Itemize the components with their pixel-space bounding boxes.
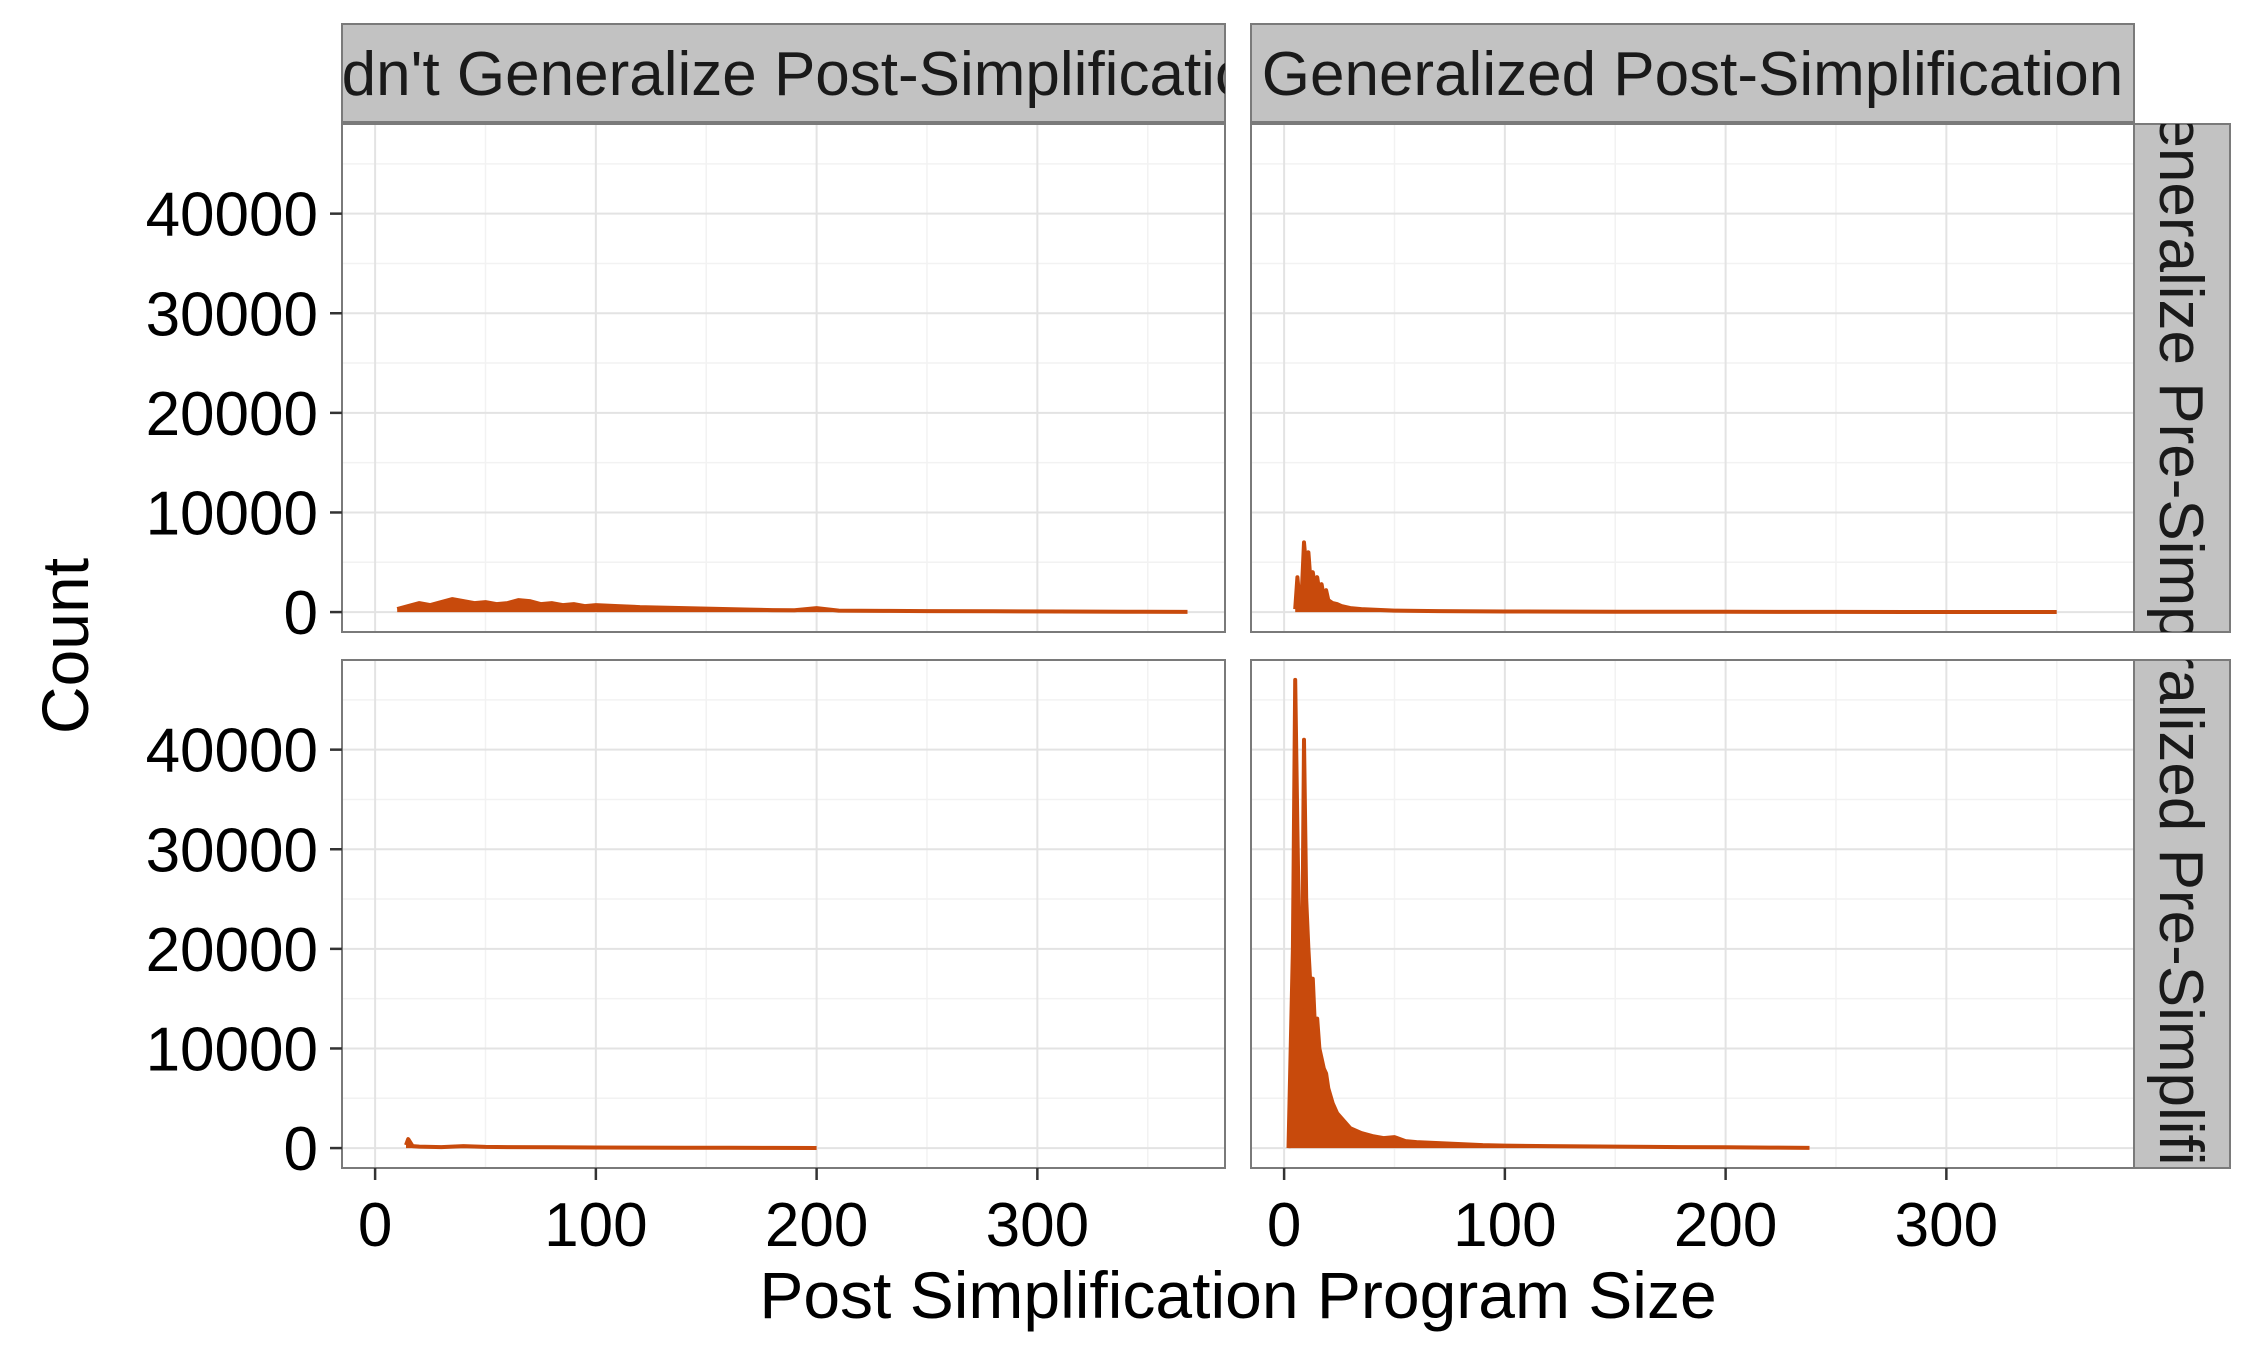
panel-r1-c1 (1250, 659, 2135, 1169)
row-strip-label: Generalized Pre-Simplification (2146, 497, 2215, 1331)
x-tick-label: 100 (1453, 1191, 1556, 1260)
panel-background (342, 660, 1225, 1168)
series-line (1286, 677, 1810, 1150)
y-tick-label: 30000 (146, 280, 318, 349)
panel-r0-c0 (341, 123, 1226, 633)
x-tick-label: 200 (765, 1191, 868, 1260)
column-strip-label: Generalized Post-Simplification (1262, 40, 2124, 109)
row-strip-1: Generalized Pre-Simplification (2133, 497, 2231, 1331)
y-tick-label: 40000 (146, 717, 318, 786)
row-strip-label: Didn't Generalize Pre-Simplification (2146, 0, 2215, 865)
strip-background (2133, 123, 2231, 633)
x-tick-label: 300 (986, 1191, 1089, 1260)
y-axis-title: Count (28, 558, 102, 734)
strip-background (1250, 23, 2135, 123)
y-tick-label: 0 (284, 579, 318, 648)
x-axis-title: Post Simplification Program Size (759, 1258, 1716, 1332)
y-tick-label: 20000 (146, 916, 318, 985)
column-strip-0: Didn't Generalize Post-Simplification (283, 23, 1284, 123)
series-area (397, 599, 1188, 613)
panel-r0-c1 (1250, 123, 2135, 633)
y-tick-label: 40000 (146, 181, 318, 250)
y-tick-label: 10000 (146, 1015, 318, 1084)
series-line (396, 597, 1188, 614)
axes-layer: 0100002000030000400000100002000030000400… (146, 181, 1999, 1260)
x-tick-label: 0 (358, 1191, 392, 1260)
x-tick-label: 200 (1674, 1191, 1777, 1260)
panel-border (341, 123, 1226, 633)
y-tick-label: 0 (284, 1115, 318, 1184)
strip-background (341, 23, 1226, 123)
panel-r1-c0 (341, 659, 1226, 1169)
panel-background (1251, 660, 2134, 1168)
panels-layer (341, 123, 2135, 1169)
strips-layer: Didn't Generalize Post-SimplificationGen… (283, 0, 2231, 1331)
row-strip-0: Didn't Generalize Pre-Simplification (2133, 0, 2231, 865)
column-strip-1: Generalized Post-Simplification (1250, 23, 2135, 123)
y-tick-label: 30000 (146, 816, 318, 885)
y-tick-label: 10000 (146, 479, 318, 548)
series-line (1293, 540, 2057, 614)
y-tick-label: 20000 (146, 380, 318, 449)
x-tick-label: 100 (544, 1191, 647, 1260)
panel-border (341, 659, 1226, 1169)
x-tick-label: 0 (1267, 1191, 1301, 1260)
panel-background (342, 124, 1225, 632)
panel-background (1251, 124, 2134, 632)
x-tick-label: 300 (1895, 1191, 1998, 1260)
series-line (404, 1137, 817, 1150)
column-strip-label: Didn't Generalize Post-Simplification (283, 40, 1284, 109)
strip-background (2133, 659, 2231, 1169)
